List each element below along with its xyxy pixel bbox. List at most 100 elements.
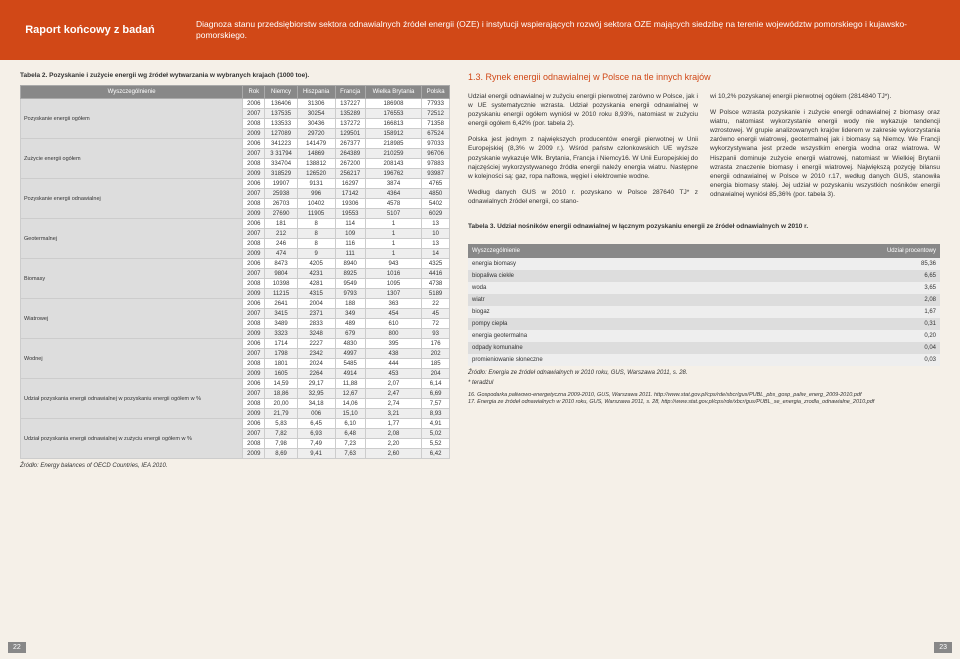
table2-cell: 17142 [335, 189, 365, 199]
table2-cell: 2641 [265, 299, 297, 309]
table2-cell: 3 31794 [265, 149, 297, 159]
paragraph: wi 10,2% pozyskanej energii pierwotnej o… [710, 92, 940, 101]
table2-cell: 186908 [365, 99, 421, 109]
table2-rowgroup-label: Geotermalnej [21, 219, 243, 259]
table2-cell: 2,20 [365, 439, 421, 449]
table2-cell: 679 [335, 329, 365, 339]
table2-cell: 7,57 [422, 399, 450, 409]
table3-cell: 0,31 [742, 318, 940, 330]
table3-header-cell: Udział procentowy [742, 244, 940, 258]
paragraph: Udział energii odnawialnej w zużyciu ene… [468, 92, 698, 128]
table2-cell: 14,59 [265, 379, 297, 389]
table2-cell: 13 [422, 239, 450, 249]
table2-cell: 2007 [243, 269, 265, 279]
table2-cell: 800 [365, 329, 421, 339]
table2-cell: 18,86 [265, 389, 297, 399]
table2-cell: 7,98 [265, 439, 297, 449]
table2-cell: 202 [422, 349, 450, 359]
table2-cell: 2004 [297, 299, 335, 309]
table2-rowgroup-label: Biomasy [21, 259, 243, 299]
table2-cell: 256217 [335, 169, 365, 179]
table2-cell: 2008 [243, 159, 265, 169]
table2-cell: 1 [365, 219, 421, 229]
footnote: 16. Gospodarka paliwowo-energetyczna 200… [468, 392, 940, 399]
table2-cell: 1605 [265, 369, 297, 379]
table3-cell: woda [468, 282, 742, 294]
table2-cell: 67524 [422, 129, 450, 139]
table2-cell: 97883 [422, 159, 450, 169]
table2-cell: 181 [265, 219, 297, 229]
table2-cell: 30254 [297, 109, 335, 119]
table2-cell: 2008 [243, 319, 265, 329]
table2-cell: 2,60 [365, 449, 421, 459]
table2-cell: 3,21 [365, 409, 421, 419]
table-row: energia geotermalna0,20 [468, 330, 940, 342]
table2-cell: 267377 [335, 139, 365, 149]
table2-cell: 218985 [365, 139, 421, 149]
table2-cell: 2227 [297, 339, 335, 349]
table-row: Geotermalnej20061818114113 [21, 219, 450, 229]
table2-cell: 8 [297, 229, 335, 239]
table2-cell: 9549 [335, 279, 365, 289]
table2-cell: 30436 [297, 119, 335, 129]
table2-cell: 129501 [335, 129, 365, 139]
table2-cell: 363 [365, 299, 421, 309]
table3-cell: energia biomasy [468, 258, 742, 270]
table2-header-cell: Wyszczególnienie [21, 86, 243, 99]
table2-cell: 109 [335, 229, 365, 239]
table2-cell: 8925 [335, 269, 365, 279]
table2-cell: 2024 [297, 359, 335, 369]
table2-cell: 158912 [365, 129, 421, 139]
table2-cell: 489 [335, 319, 365, 329]
table2-cell: 208143 [365, 159, 421, 169]
text-column-1: Udział energii odnawialnej w zużyciu ene… [468, 92, 698, 213]
table2-cell: 2008 [243, 199, 265, 209]
table2-cell: 438 [365, 349, 421, 359]
table2-cell: 9,41 [297, 449, 335, 459]
table2-cell: 341223 [265, 139, 297, 149]
table2-cell: 2009 [243, 289, 265, 299]
table2-cell: 4,91 [422, 419, 450, 429]
table2-cell: 4850 [422, 189, 450, 199]
table2-cell: 2007 [243, 389, 265, 399]
table-row: biogaz1,67 [468, 306, 940, 318]
page-number-left: 22 [8, 642, 26, 653]
table-row: Udział pozyskania energii odnawialnej w … [21, 379, 450, 389]
table2-cell: 19306 [335, 199, 365, 209]
table2-cell: 138812 [297, 159, 335, 169]
table2-cell: 7,23 [335, 439, 365, 449]
table2-cell: 141479 [297, 139, 335, 149]
table3-cell: pompy ciepła [468, 318, 742, 330]
right-column: 1.3. Rynek energii odnawialnej w Polsce … [468, 72, 940, 469]
table2-cell: 137535 [265, 109, 297, 119]
table2-cell: 3323 [265, 329, 297, 339]
table2-cell: 2009 [243, 169, 265, 179]
table2-cell: 2009 [243, 329, 265, 339]
table2-cell: 2009 [243, 409, 265, 419]
header-title-left: Raport końcowy z badań [0, 0, 180, 60]
table2-rowgroup-label: Udział pozyskania energii odnawialnej w … [21, 379, 243, 419]
table2-cell: 93987 [422, 169, 450, 179]
table2-cell: 2342 [297, 349, 335, 359]
table2-cell: 11215 [265, 289, 297, 299]
table2-cell: 1714 [265, 339, 297, 349]
table3-cell: biogaz [468, 306, 742, 318]
table2-cell: 136406 [265, 99, 297, 109]
table2-rowgroup-label: Udział pozyskania energii odnawialnej w … [21, 419, 243, 459]
table2-cell: 2006 [243, 379, 265, 389]
table3: WyszczególnienieUdział procentowy energi… [468, 244, 940, 366]
table2-cell: 5107 [365, 209, 421, 219]
table2-header-cell: Hiszpania [297, 86, 335, 99]
table2-cell: 2,47 [365, 389, 421, 399]
table2-header-cell: Polska [422, 86, 450, 99]
table2-cell: 474 [265, 249, 297, 259]
table2-header-cell: Rok [243, 86, 265, 99]
table2-cell: 20,00 [265, 399, 297, 409]
table-row: promieniowanie słoneczne0,03 [468, 354, 940, 366]
table2-cell: 9793 [335, 289, 365, 299]
table2: WyszczególnienieRokNiemcyHiszpaniaFrancj… [20, 85, 450, 459]
table2-cell: 7,49 [297, 439, 335, 449]
table2-cell: 2007 [243, 229, 265, 239]
table2-cell: 10398 [265, 279, 297, 289]
table2-cell: 2009 [243, 129, 265, 139]
